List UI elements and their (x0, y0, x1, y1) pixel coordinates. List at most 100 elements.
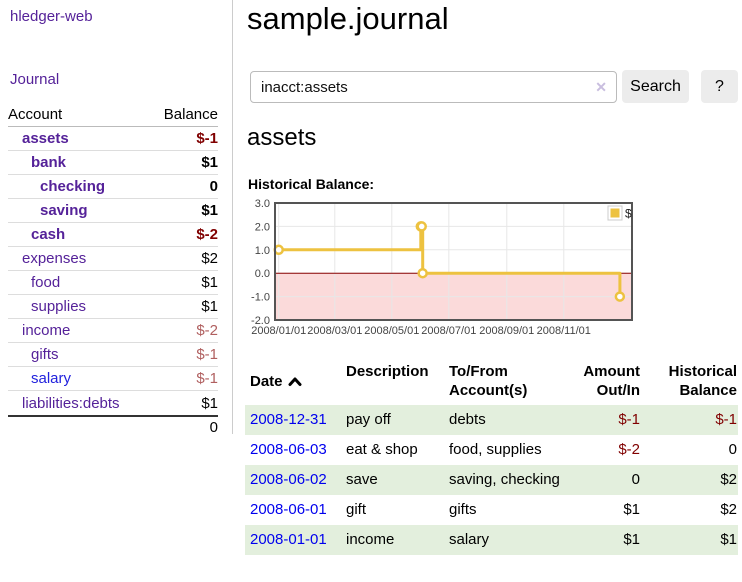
register-cell-amount: $-1 (618, 411, 640, 428)
y-axis-tick-label: -2.0 (251, 315, 270, 327)
register-cell-description: save (346, 471, 378, 488)
register-cell-amount: $-2 (618, 441, 640, 458)
sidebar-item-journal[interactable]: Journal (10, 71, 60, 88)
brand-link[interactable]: hledger-web (10, 8, 93, 25)
y-axis-tick-label: 3.0 (255, 198, 270, 210)
accounts-rows: assets $-1 bank $1 checking 0 saving $1 cash $-2 e… (8, 127, 218, 415)
register-cell-accounts: salary (449, 531, 490, 548)
account-row: gifts $-1 (8, 343, 218, 367)
account-row: checking 0 (8, 175, 218, 199)
sidebar-account-link[interactable]: saving (40, 202, 88, 219)
register-row: 2008-06-03 eat & shop food, supplies $-2 0 (245, 435, 738, 465)
accounts-header-account: Account (8, 106, 63, 123)
register-row: 2008-12-31 pay off debts $-1 $-1 (245, 405, 738, 435)
register-rows: 2008-12-31 pay off debts $-1 $-1 2008-06-03 ea… (245, 405, 738, 555)
data-point-marker[interactable] (416, 221, 427, 232)
sidebar-divider (232, 0, 233, 434)
y-axis-tick-label: 1.0 (255, 245, 270, 257)
account-row: saving $1 (8, 199, 218, 223)
account-row: liabilities:debts $1 (8, 391, 218, 415)
register-cell-accounts: saving, checking (449, 471, 560, 488)
register-header-row: Date Description To/From Account(s) Amou… (245, 362, 738, 405)
register-cell-accounts: food, supplies (449, 441, 542, 458)
register-cell-date: 2008-12-31 (245, 410, 342, 430)
clear-search-icon[interactable]: ✕ (595, 79, 607, 95)
accounts-total-value: 0 (209, 419, 218, 436)
page-title: sample.journal (247, 1, 449, 36)
transaction-date-link[interactable]: 2008-01-01 (250, 531, 327, 548)
account-row: supplies $1 (8, 295, 218, 319)
sidebar-account-link[interactable]: liabilities:debts (22, 394, 120, 412)
historical-balance-chart[interactable]: 3.0 2.0 1.0 0.0 -1.0 -2.0 2008/01/01 2008/03/01… (245, 197, 742, 347)
account-balance: $1 (201, 202, 218, 219)
register-cell-amount: $1 (623, 501, 640, 518)
sidebar-account-link[interactable]: expenses (22, 250, 87, 267)
account-row: income $-2 (8, 319, 218, 343)
register-header-accounts: To/From Account(s) (449, 363, 528, 399)
data-point-marker[interactable] (417, 267, 428, 279)
sidebar-account-link[interactable]: assets (22, 130, 69, 147)
help-button[interactable]: ? (701, 70, 738, 103)
sidebar-account-link[interactable]: gifts (31, 346, 59, 363)
register-row: 2008-06-01 gift gifts $1 $2 (245, 495, 738, 525)
sidebar-account-link[interactable]: bank (31, 154, 67, 171)
transaction-date-link[interactable]: 2008-12-31 (250, 411, 327, 428)
register-cell-date: 2008-06-01 (245, 500, 342, 520)
legend-label: $ (625, 207, 632, 221)
account-row: salary $-1 (8, 367, 218, 391)
register-cell-date: 2008-06-03 (245, 440, 342, 460)
register-cell-description: gift (346, 501, 367, 518)
transaction-date-link[interactable]: 2008-06-02 (250, 471, 327, 488)
register-header-date[interactable]: Date (245, 362, 342, 400)
search-input[interactable] (251, 72, 616, 102)
search-button[interactable]: Search (622, 70, 689, 103)
account-balance: $1 (201, 394, 218, 412)
sidebar-account-link[interactable]: income (22, 322, 71, 339)
register-table: Date Description To/From Account(s) Amou… (245, 362, 738, 555)
register-cell-accounts: debts (449, 411, 486, 428)
register-cell-description: eat & shop (346, 441, 418, 458)
x-axis-tick-label: 2008/03/01 (307, 325, 362, 337)
chart-title: Historical Balance: (248, 176, 375, 192)
x-axis-tick-label: 2008/05/01 (364, 325, 419, 337)
sidebar-account-link[interactable]: food (31, 274, 61, 291)
sidebar-account-link[interactable]: supplies (31, 298, 87, 315)
accounts-header-balance: Balance (163, 106, 218, 123)
account-row: food $1 (8, 271, 218, 295)
register-header-date-label: Date (250, 372, 283, 390)
sidebar-account-link[interactable]: cash (31, 226, 66, 243)
account-row: expenses $2 (8, 247, 218, 271)
accounts-total-row: 0 (8, 415, 218, 436)
account-balance: $-2 (196, 322, 218, 339)
x-axis-tick-label: 2008/11/01 (537, 325, 591, 337)
accounts-table: Account Balance assets $-1 bank $1 checking 0… (8, 104, 218, 436)
sidebar-account-link[interactable]: salary (31, 370, 72, 387)
register-cell-balance: $2 (720, 471, 737, 488)
account-balance: 0 (209, 178, 218, 195)
register-cell-date: 2008-01-01 (245, 530, 342, 550)
register-cell-description: pay off (346, 411, 391, 428)
register-cell-accounts: gifts (449, 501, 477, 518)
register-header-balance: Historical Balance (668, 363, 737, 399)
account-balance: $-1 (196, 346, 218, 363)
account-balance: $2 (201, 250, 218, 267)
x-axis-tick-label: 2008/07/01 (421, 325, 476, 337)
sidebar-account-link[interactable]: checking (40, 178, 106, 195)
register-cell-amount: $1 (623, 531, 640, 548)
account-heading: assets (247, 124, 317, 151)
register-cell-amount: 0 (631, 471, 640, 488)
account-row: assets $-1 (8, 127, 218, 151)
register-row: 2008-06-02 save saving, checking 0 $2 (245, 465, 738, 495)
x-axis-tick-label: 2008/01/01 (251, 325, 306, 337)
account-balance: $1 (201, 274, 218, 291)
register-cell-balance: 0 (728, 441, 737, 458)
register-cell-date: 2008-06-02 (245, 470, 342, 490)
y-axis-tick-label: 0.0 (255, 268, 270, 280)
data-point-marker[interactable] (614, 291, 626, 302)
legend-swatch (610, 208, 620, 218)
register-header-amount: Amount Out/In (583, 363, 640, 399)
transaction-date-link[interactable]: 2008-06-01 (250, 501, 327, 518)
transaction-date-link[interactable]: 2008-06-03 (250, 441, 327, 458)
account-balance: $-2 (196, 226, 218, 243)
